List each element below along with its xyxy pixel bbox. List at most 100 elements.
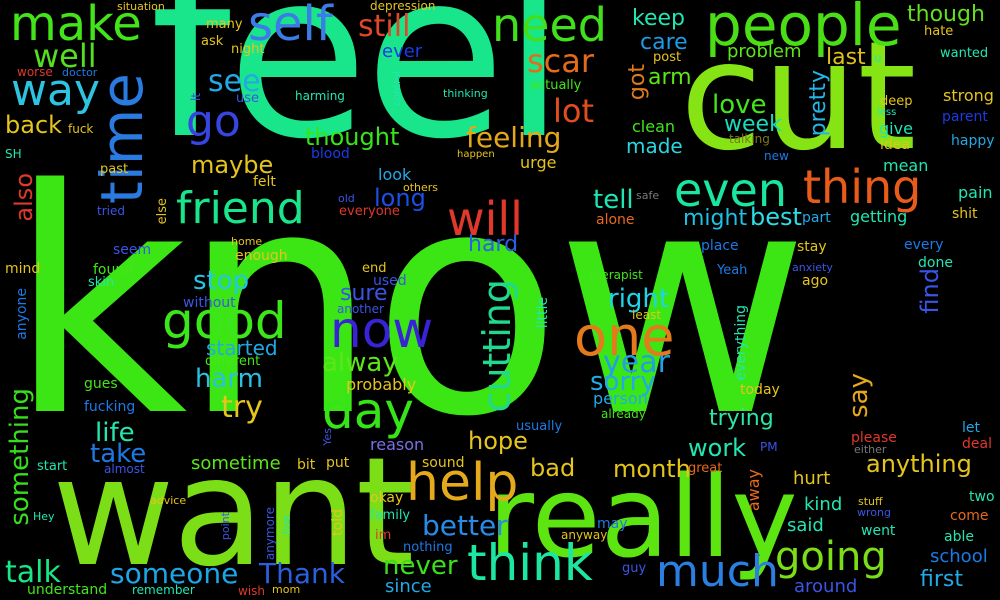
word: say [844, 373, 874, 418]
word: every [904, 237, 944, 253]
word: already [601, 407, 646, 421]
word: take [90, 439, 147, 469]
word: year [603, 345, 670, 380]
word: really [488, 453, 798, 583]
word: people [705, 0, 902, 59]
word: tell [593, 185, 634, 215]
word: everyone [339, 204, 400, 219]
word: life [95, 418, 135, 448]
word: harming [295, 89, 345, 103]
word: mean [883, 156, 929, 175]
word: old [338, 192, 355, 205]
word: guy [622, 561, 647, 576]
word: made [626, 134, 683, 158]
word: go [186, 96, 241, 147]
word: almost [104, 462, 145, 476]
word: anyone [14, 288, 30, 340]
word: fucking [84, 399, 136, 415]
word: think [467, 534, 593, 592]
word: work [688, 434, 747, 462]
word: let [962, 420, 980, 436]
word: sure [340, 281, 388, 306]
word: two [969, 489, 995, 505]
word: need [492, 0, 607, 52]
word: less [877, 107, 897, 118]
word: okay [370, 490, 404, 506]
word: found [93, 262, 134, 278]
word: thing [803, 160, 922, 214]
word: best [750, 203, 802, 231]
word: advice [150, 494, 187, 507]
word: stuff [858, 495, 883, 508]
word: situation [117, 0, 165, 13]
word: everything [733, 305, 749, 381]
word: good [162, 292, 287, 350]
word: find [916, 268, 944, 314]
word: least [632, 308, 662, 322]
word: one [574, 305, 675, 368]
word: night [231, 42, 265, 57]
word: little [535, 297, 551, 329]
word: understand [27, 582, 108, 598]
word: care [640, 30, 688, 55]
word: want [52, 426, 414, 600]
word: anything [866, 450, 972, 478]
word: getting [850, 207, 908, 226]
word: use [236, 91, 260, 106]
word: idea [880, 137, 910, 153]
word: skin [88, 275, 115, 290]
word: alone [596, 212, 635, 228]
word: Thank [259, 557, 345, 590]
word: pain [958, 183, 993, 202]
word: long [374, 184, 426, 212]
word: well [33, 37, 97, 75]
word: said [787, 515, 824, 536]
word: able [944, 529, 974, 545]
word: started [206, 336, 278, 360]
word: try [221, 390, 263, 425]
word: right [608, 284, 670, 314]
word: enough [235, 248, 288, 264]
word: please [851, 430, 897, 446]
word: come [950, 508, 989, 524]
word: fuck [68, 122, 94, 136]
word: strong [943, 86, 994, 105]
word: anyway [561, 528, 608, 542]
word: Yes [321, 428, 334, 446]
word: scar [527, 42, 595, 80]
word: post [653, 50, 682, 65]
word: clean [632, 117, 676, 136]
word: live [280, 515, 293, 535]
word: bit [297, 457, 316, 473]
word: went [861, 523, 896, 539]
word: give [879, 119, 913, 138]
word: deep [880, 94, 913, 109]
word: around [794, 576, 858, 597]
word: back [5, 111, 63, 139]
word: trying [709, 406, 774, 431]
word: hate [924, 24, 954, 39]
word: someone [110, 557, 239, 590]
word: see [208, 64, 261, 99]
word: sound [422, 455, 465, 471]
word: got [625, 64, 650, 101]
word: hope [468, 427, 528, 455]
word: probably [346, 375, 417, 394]
word: remember [132, 583, 195, 597]
word: today [740, 382, 780, 398]
word: last [826, 45, 866, 70]
word: anymore [263, 507, 277, 561]
word: great [688, 461, 723, 476]
word: though [907, 2, 985, 27]
word: much [656, 546, 779, 597]
word: bad [530, 454, 576, 482]
word: arm [648, 65, 692, 90]
word: parent [942, 109, 988, 125]
word: make [10, 0, 142, 52]
word: im [375, 528, 392, 543]
word: wrong [857, 506, 891, 519]
word: home [231, 235, 263, 248]
word: done [918, 255, 953, 271]
word: others [403, 181, 439, 194]
